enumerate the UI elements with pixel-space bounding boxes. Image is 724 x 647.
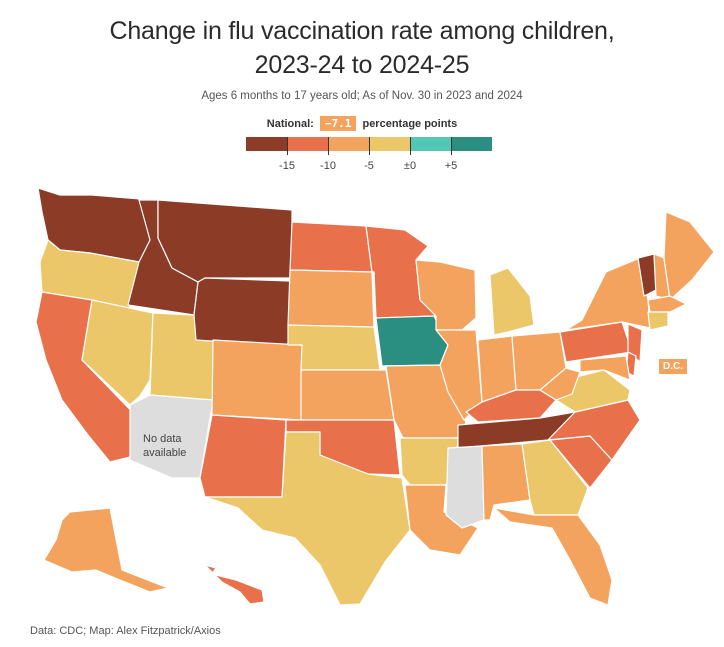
state-me (663, 211, 715, 301)
source-note: Data: CDC; Map: Alex Fitzpatrick/Axios (30, 625, 221, 637)
state-il (435, 329, 483, 421)
no-data-line-1: No data (143, 433, 182, 445)
legend-swatch-1 (287, 137, 328, 151)
legend-tick-mark (328, 137, 329, 155)
color-legend (246, 137, 492, 151)
title-line-2: 2023-24 to 2024-25 (254, 51, 470, 79)
state-mi (489, 267, 535, 336)
state-wy (193, 277, 291, 347)
national-unit: percentage points (362, 118, 458, 130)
no-data-line-2: available (143, 447, 187, 459)
legend-swatch-0 (246, 137, 287, 151)
legend-tick-mark (451, 137, 452, 155)
state-nj (627, 323, 643, 363)
dc-label: D.C. (659, 359, 687, 374)
legend-swatch-2 (328, 137, 369, 151)
legend-tick-mark (410, 137, 411, 155)
legend-tick-label: -15 (279, 160, 295, 172)
legend-swatch-4 (410, 137, 451, 151)
national-summary: National: −7.1 percentage points (0, 116, 724, 131)
legend-swatch-5 (451, 137, 492, 151)
legend-tick-label: -5 (364, 160, 374, 172)
state-nd (289, 221, 373, 273)
subtitle: Ages 6 months to 17 years old; As of Nov… (201, 90, 523, 102)
state-mt (157, 199, 293, 283)
state-co (211, 339, 303, 421)
state-nm (199, 414, 287, 498)
state-ak (43, 507, 169, 593)
state-wv (539, 367, 581, 401)
national-label: National: (266, 118, 314, 130)
state-ne (287, 324, 381, 371)
legend-tick-label: +5 (444, 160, 458, 172)
no-data-label: No data available (143, 432, 186, 460)
legend-tick-mark (369, 137, 370, 155)
legend-tick-mark (287, 137, 288, 155)
state-ct (647, 311, 669, 331)
state-la (404, 484, 479, 556)
state-fl (493, 507, 613, 606)
state-ny (565, 257, 651, 331)
legend-ticks: -15 -10 -5 ±0 +5 (0, 137, 724, 181)
chart-title: Change in flu vaccination rate among chi… (0, 14, 724, 82)
state-md (579, 355, 631, 381)
state-ks (300, 369, 395, 421)
state-ma (647, 295, 687, 313)
state-al (481, 443, 531, 521)
legend-swatch-3 (369, 137, 410, 151)
state-sd (287, 269, 375, 331)
legend-tick-label: ±0 (403, 160, 417, 172)
state-tx (204, 431, 411, 606)
state-hi (204, 564, 265, 605)
state-ms (445, 445, 485, 529)
legend-tick-label: -10 (320, 160, 336, 172)
national-value-badge: −7.1 (319, 116, 357, 131)
title-line-1: Change in flu vaccination rate among chi… (109, 17, 615, 45)
